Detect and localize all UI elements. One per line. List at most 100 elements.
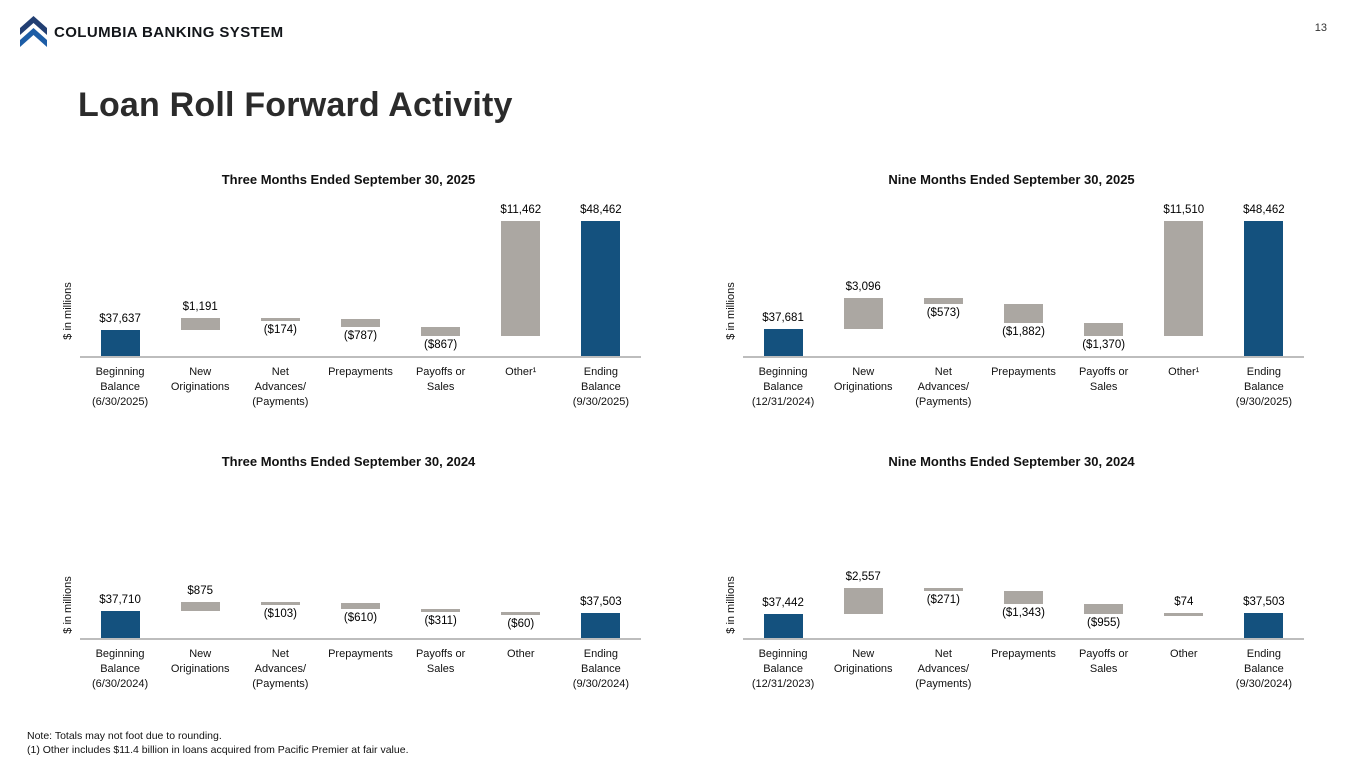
category-label: Net Advances/ (Payments) — [915, 648, 972, 690]
bar-value-label: ($271) — [926, 594, 960, 606]
balance-bar — [581, 612, 621, 638]
bar-value-label: $11,462 — [500, 204, 542, 217]
brand-header: COLUMBIA BANKING SYSTEM — [20, 16, 283, 48]
bar-value-label: $48,462 — [580, 204, 622, 217]
flow-bar — [843, 588, 883, 614]
flow-bar — [923, 588, 963, 591]
bar-value-label: $2,557 — [845, 571, 881, 583]
x-axis-line — [743, 356, 1304, 358]
plot-area: $37,442 $2,557 ($271) ($1,343) ($955) $74 $37,… — [743, 518, 1304, 640]
flow-bar — [1084, 322, 1124, 337]
chart-three-months-2024: Three Months Ended September 30, 2024 $ … — [56, 454, 641, 692]
flow-bar — [923, 298, 963, 304]
x-axis-line — [743, 638, 1304, 640]
y-axis-label: $ in millions — [725, 576, 737, 634]
bar-value-label: $37,681 — [762, 312, 804, 325]
bar-value-label: $37,503 — [1243, 595, 1285, 608]
flow-bar — [501, 221, 541, 336]
flow-bar — [1164, 612, 1204, 616]
balance-bar — [763, 613, 803, 638]
bar-value-label: ($573) — [926, 306, 960, 319]
bar-value-label: ($311) — [424, 615, 457, 628]
category-label: Prepayments — [991, 648, 1056, 660]
category-label: Net Advances/ (Payments) — [915, 366, 972, 408]
flow-bar — [843, 298, 883, 330]
category-label: New Originations — [170, 648, 230, 675]
category-label: Prepayments — [328, 366, 393, 378]
x-axis-line — [80, 356, 641, 358]
balance-bar — [1244, 221, 1284, 356]
y-axis-label: $ in millions — [62, 281, 74, 340]
plot-area: $37,637 $1,191 ($174) ($787) ($867) $11,462 $4… — [80, 204, 641, 358]
bar-value-label: ($60) — [507, 618, 535, 631]
category-label: Beginning Balance (6/30/2024) — [91, 648, 149, 690]
flow-bar — [180, 317, 220, 330]
category-label: Prepayments — [991, 366, 1056, 378]
y-axis-label: $ in millions — [725, 281, 737, 340]
page-number: 13 — [1314, 22, 1327, 34]
category-label: Other — [1170, 648, 1198, 660]
balance-bar — [100, 610, 140, 638]
flow-bar — [260, 317, 300, 321]
category-label: Prepayments — [328, 648, 393, 660]
category-label: Ending Balance (9/30/2025) — [572, 366, 630, 408]
chart-nine-months-2025: Nine Months Ended September 30, 2025 $ i… — [719, 172, 1304, 410]
bar-value-label: ($787) — [343, 330, 378, 343]
category-label: Beginning Balance (12/31/2023) — [751, 648, 815, 690]
category-axis: Beginning Balance (6/30/2025) New Origina… — [80, 356, 641, 410]
bar-value-label: $74 — [1174, 595, 1194, 608]
flow-bar — [1004, 590, 1043, 605]
category-label: Other¹ — [505, 366, 537, 378]
balance-bar — [1244, 612, 1284, 638]
bar-value-label: $48,462 — [1243, 204, 1285, 217]
flow-bar — [260, 602, 300, 606]
flow-bar — [421, 609, 461, 613]
bar-value-label: ($610) — [343, 612, 378, 625]
chart-nine-months-2024: Nine Months Ended September 30, 2024 $ i… — [719, 454, 1304, 692]
page-title: Loan Roll Forward Activity — [78, 86, 513, 124]
columbia-chevron-logo-icon — [20, 16, 47, 47]
flow-bar — [1004, 303, 1043, 323]
footnote-other-definition: (1) Other includes $11.4 billion in loan… — [27, 743, 409, 756]
bar-value-label: $37,442 — [762, 596, 804, 609]
category-label: Net Advances/ (Payments) — [252, 648, 309, 690]
category-axis: Beginning Balance (6/30/2024) New Origina… — [80, 638, 641, 692]
category-label: New Originations — [170, 366, 230, 393]
category-label: Payoffs or Sales — [1078, 366, 1129, 393]
bar-value-label: $37,710 — [99, 593, 141, 606]
category-label: Payoffs or Sales — [415, 648, 466, 675]
balance-bar — [100, 329, 140, 356]
bar-value-label: ($1,343) — [1002, 607, 1045, 620]
category-label: Net Advances/ (Payments) — [252, 366, 309, 408]
bar-value-label: ($867) — [424, 339, 458, 351]
bar-value-label: ($955) — [1087, 616, 1121, 629]
bar-value-label: ($1,370) — [1082, 339, 1126, 352]
flow-bar — [1164, 221, 1204, 337]
bar-value-label: ($174) — [263, 323, 297, 336]
footnotes: Note: Totals may not foot due to roundin… — [27, 730, 408, 757]
flow-bar — [341, 319, 380, 328]
category-label: Beginning Balance (12/31/2024) — [751, 366, 815, 408]
bar-value-label: $3,096 — [845, 281, 881, 294]
plot-area: $37,710 $875 ($103) ($610) ($311) ($60) $37,50… — [80, 518, 641, 640]
category-label: Other — [507, 648, 535, 660]
category-axis: Beginning Balance (12/31/2024) New Origin… — [743, 356, 1304, 410]
category-axis: Beginning Balance (12/31/2023) New Origin… — [743, 638, 1304, 692]
category-label: New Originations — [833, 366, 893, 393]
balance-bar — [763, 329, 803, 356]
flow-bar — [501, 612, 541, 616]
bar-value-label: $37,503 — [580, 595, 622, 608]
flow-bar — [341, 603, 380, 610]
y-axis-label: $ in millions — [62, 576, 74, 634]
bar-value-label: $37,637 — [99, 312, 141, 325]
bar-value-label: ($1,882) — [1002, 325, 1045, 338]
bar-value-label: $1,191 — [182, 300, 218, 313]
chart-title: Three Months Ended September 30, 2024 — [221, 454, 476, 469]
flow-bar — [1084, 604, 1124, 614]
plot-area: $37,681 $3,096 ($573) ($1,882) ($1,370) $11,5… — [743, 204, 1304, 358]
balance-bar — [581, 221, 621, 356]
category-label: Beginning Balance (6/30/2025) — [91, 366, 149, 408]
category-label: Ending Balance (9/30/2025) — [1235, 366, 1293, 408]
category-label: Ending Balance (9/30/2024) — [1235, 648, 1293, 690]
brand-name: COLUMBIA BANKING SYSTEM — [54, 23, 284, 41]
